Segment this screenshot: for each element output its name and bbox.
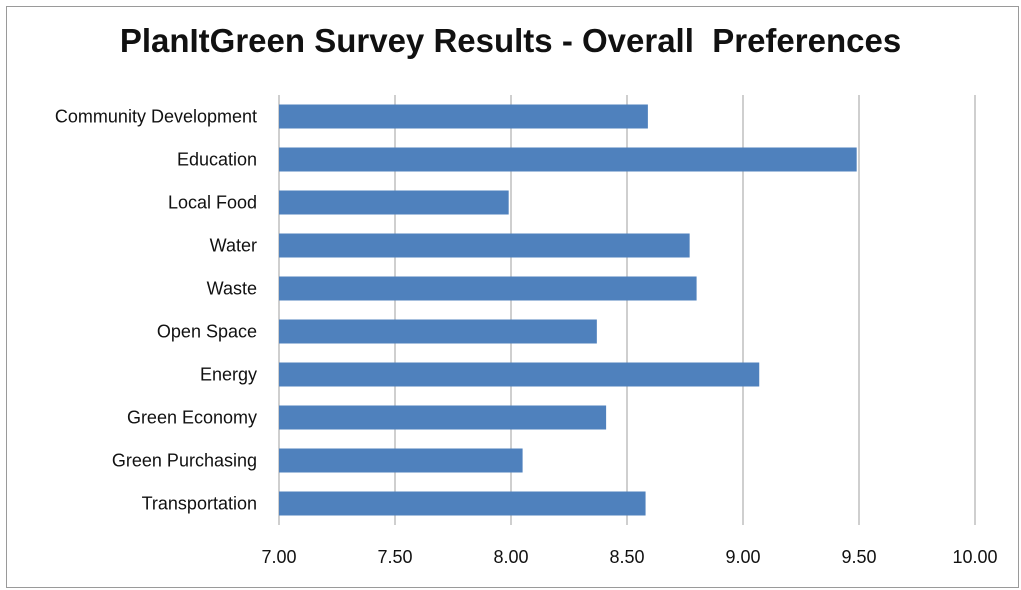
category-label: Local Food	[168, 193, 257, 213]
category-label: Green Economy	[127, 408, 257, 428]
x-tick-label: 10.00	[952, 547, 997, 567]
category-label: Water	[210, 236, 257, 256]
bar	[279, 405, 607, 430]
x-tick-label: 8.50	[609, 547, 644, 567]
bar	[279, 147, 857, 172]
category-label: Energy	[200, 365, 257, 385]
x-tick-label: 9.00	[725, 547, 760, 567]
x-tick-label: 8.00	[493, 547, 528, 567]
category-label: Waste	[207, 279, 257, 299]
category-label: Transportation	[142, 494, 257, 514]
tick-labels: 7.00 7.50 8.00 8.50 9.00 9.50 10.00	[261, 547, 997, 567]
category-label: Community Development	[55, 107, 257, 127]
x-tick-label: 7.00	[261, 547, 296, 567]
bars	[279, 104, 857, 516]
category-labels: Community Development Education Local Food…	[55, 107, 257, 514]
bar	[279, 319, 597, 344]
x-tick-label: 9.50	[841, 547, 876, 567]
bar	[279, 104, 648, 129]
category-label: Green Purchasing	[112, 451, 257, 471]
bar	[279, 448, 523, 473]
bar	[279, 491, 646, 516]
chart-title: PlanItGreen Survey Results - Overall Pre…	[119, 22, 902, 59]
bar	[279, 362, 760, 387]
bar	[279, 233, 690, 258]
bar	[279, 276, 697, 301]
category-label: Education	[177, 150, 257, 170]
category-label: Open Space	[157, 322, 257, 342]
bar	[279, 190, 509, 215]
x-tick-label: 7.50	[377, 547, 412, 567]
